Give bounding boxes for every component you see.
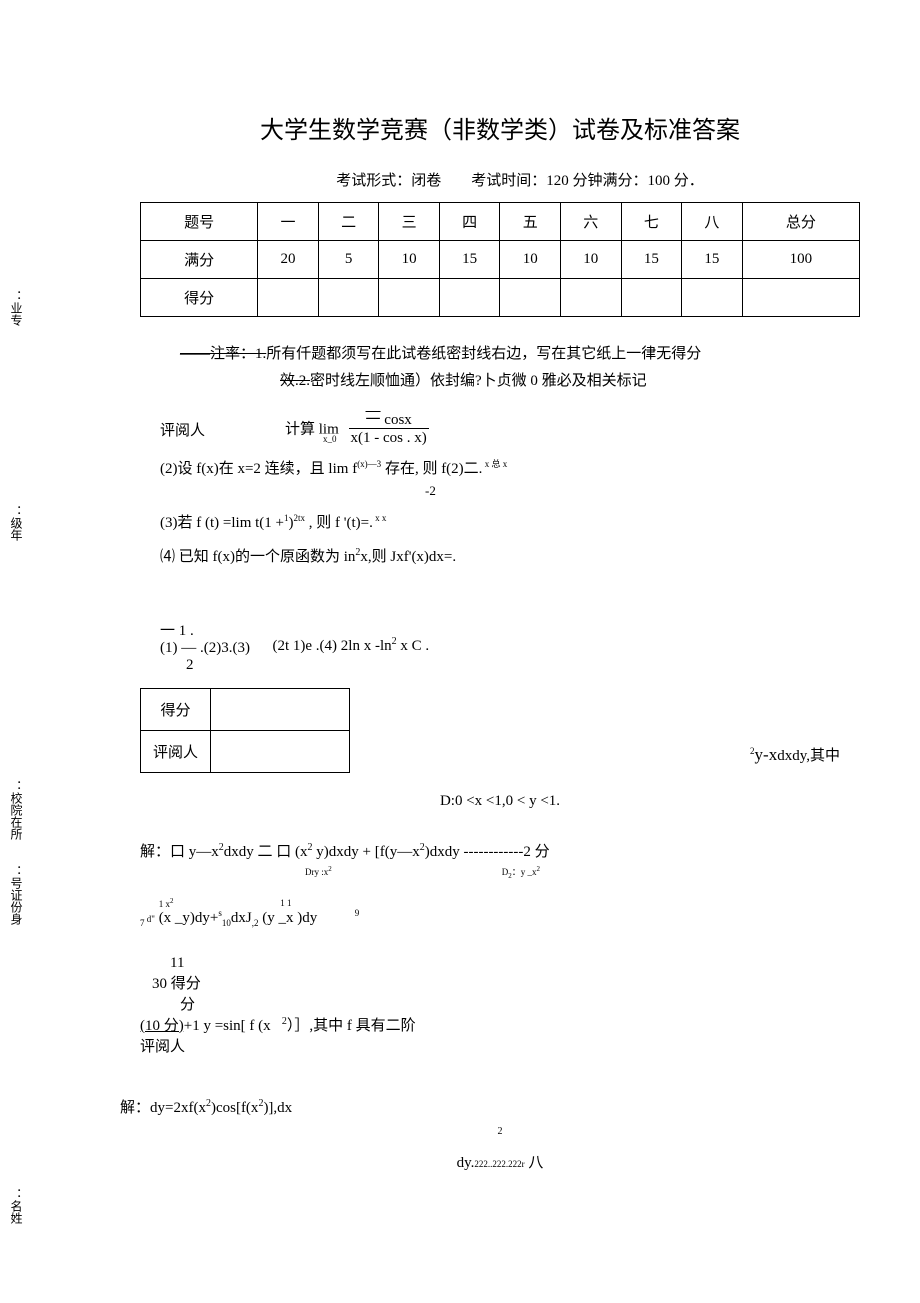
table-cell (379, 279, 440, 317)
frac-11: 11 (170, 955, 860, 972)
domain: D:0 <x <1,0 < y <1. (140, 793, 860, 810)
note-strike-1: ——注率：1. (180, 346, 266, 362)
q1-formula: 计算 lim 一 cosx x(1 - cos . x) x_0 (285, 413, 429, 447)
side-label: ：号证份身 (8, 865, 25, 925)
side-label: ：名姓 (8, 1188, 25, 1224)
table-header-cell: 二 (318, 203, 379, 241)
q3-rest: ）］,其中 f 具有二阶 (287, 1018, 416, 1034)
table-header-cell: 六 (561, 203, 622, 241)
table-header-cell: 八 (682, 203, 743, 241)
q3-text: +1 y =sin[ f (x (184, 1018, 271, 1034)
solution-2: 7 d" 1 x2 (x _y)dy+ s10dxJ,2 1 1 (y _x )… (140, 906, 860, 930)
reviewer-label: 评阅人 (160, 419, 205, 440)
table-header-cell: 三 (379, 203, 440, 241)
table-header-cell: 一 (258, 203, 319, 241)
frac-30: 30 (152, 976, 167, 992)
q2: (2)设 f(x)在 x=2 连续，且 lim f(x)—3 存在, 则 f(2… (160, 457, 840, 502)
q3-points: (10 分) (140, 1018, 184, 1034)
solution-1: 解：口 y—x2dxdy 二 口 (x2 y)dxdy + [f(y—x2)dx… (140, 840, 860, 882)
table-cell (561, 279, 622, 317)
note-text-1: 所有仟题都须写在此试卷纸密封线右边，写在其它纸上一律无得分 (266, 346, 701, 362)
side-label: ：校院在所 (8, 780, 25, 840)
table-cell: 15 (682, 241, 743, 279)
table-cell: 10 (379, 241, 440, 279)
table-header-cell: 总分 (742, 203, 859, 241)
q3: (3)若 f (t) =lim t(1 +1)2tx , 则 f '(t)=. … (160, 511, 840, 535)
table-cell (621, 279, 682, 317)
table-cell: 100 (742, 241, 859, 279)
sol3-last: dy. (457, 1155, 475, 1171)
table-cell: 5 (318, 241, 379, 279)
exam-info: 考试形式：闭卷 考试时间：120 分钟满分：100 分． (140, 169, 860, 190)
integrand: y-x (755, 745, 778, 764)
integrand-rest: dxdy,其中 (777, 748, 840, 764)
side-label: ：业专 (8, 290, 25, 326)
table-header-cell: 七 (621, 203, 682, 241)
table-cell: 20 (258, 241, 319, 279)
sol3-sub: 2 (140, 1126, 860, 1137)
answers: 一 1 . (1) — .(2)3.(3) 2 (2t 1)e .(4) 2ln… (160, 619, 840, 674)
note-strike-2: 效.2. (280, 373, 310, 389)
table-cell (258, 279, 319, 317)
table-cell: 满分 (141, 241, 258, 279)
table-cell: 10 (500, 241, 561, 279)
table-cell: 15 (621, 241, 682, 279)
score-box-table: 得分 评阅人 (140, 688, 350, 773)
table-cell: 10 (561, 241, 622, 279)
score-label: 得分 (171, 976, 201, 992)
table-header-cell: 五 (500, 203, 561, 241)
note-block: ——注率：1.所有仟题都须写在此试卷纸密封线右边，写在其它纸上一律无得分 效.2… (180, 341, 840, 395)
solution-3: 解：dy=2xf(x2)cos[f(x2)],dx (120, 1096, 860, 1120)
reviewer-label-2: 评阅人 (140, 1035, 860, 1056)
side-label: ：级年 (8, 505, 25, 541)
score-table: 题号一二三四五六七八总分 满分205101510101515100 得分 (140, 202, 860, 317)
table-cell (742, 279, 859, 317)
note-text-2: 密时线左顺恤通）依封编?卜贞微 0 雅必及相关标记 (310, 373, 647, 389)
table-cell (318, 279, 379, 317)
table-cell: 得分 (141, 279, 258, 317)
table-cell (682, 279, 743, 317)
table-cell: 15 (439, 241, 500, 279)
table-header-cell: 四 (439, 203, 500, 241)
table-header-cell: 题号 (141, 203, 258, 241)
page-title: 大学生数学竞赛（非数学类）试卷及标准答案 (140, 110, 860, 145)
table-cell (500, 279, 561, 317)
q4: ⑷ 已知 f(x)的一个原函数为 in2x,则 Jxf'(x)dx=. (160, 545, 840, 569)
table-cell (439, 279, 500, 317)
